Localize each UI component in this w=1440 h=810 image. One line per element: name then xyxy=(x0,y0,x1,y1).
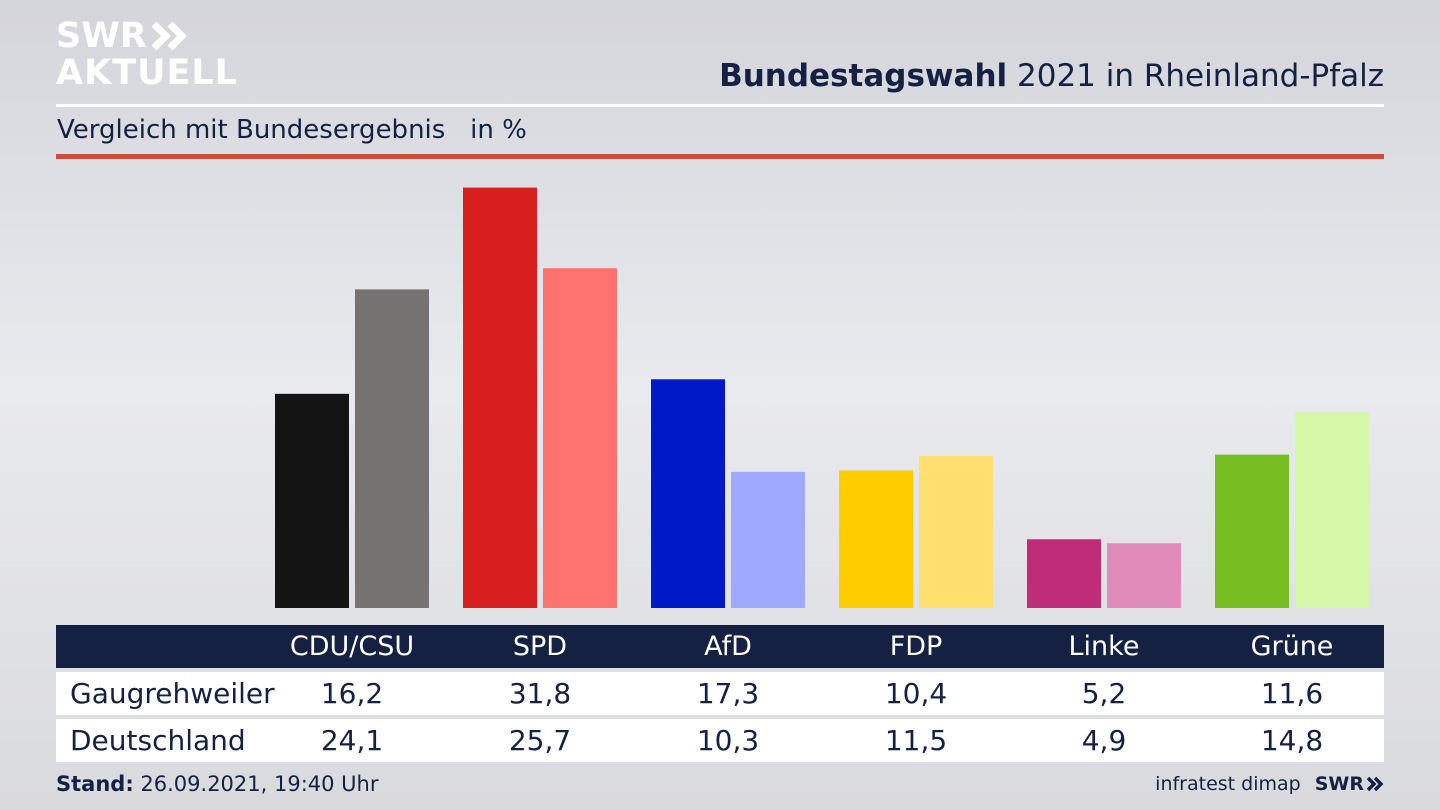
value-gaugrehweiler-afd: 17,3 xyxy=(696,677,760,710)
value-gaugrehweiler-spd: 31,8 xyxy=(508,677,572,710)
bar-gruene-deutschland xyxy=(1295,412,1369,608)
swr-brand: SWR xyxy=(1315,773,1384,795)
table-row-gaugrehweiler: Gaugrehweiler 16,2 31,8 17,3 10,4 5,2 11,6 xyxy=(56,672,1384,715)
value-deutschland-afd: 10,3 xyxy=(696,724,760,757)
title-divider xyxy=(56,104,1384,107)
bar-gruene-gaugrehweiler xyxy=(1215,454,1289,608)
double-chevron-small-icon xyxy=(1366,776,1384,792)
value-gaugrehweiler-fdp: 10,4 xyxy=(884,677,948,710)
timestamp-value: 26.09.2021, 19:40 Uhr xyxy=(133,772,379,796)
bar-spd-deutschland xyxy=(543,268,617,608)
bar-cdu-csu-deutschland xyxy=(355,289,429,608)
value-gaugrehweiler-linke: 5,2 xyxy=(1081,677,1127,710)
bar-linke-gaugrehweiler xyxy=(1027,539,1101,608)
subtitle-divider xyxy=(56,154,1384,159)
value-deutschland-spd: 25,7 xyxy=(508,724,572,757)
column-header-gruene: Grüne xyxy=(1250,631,1334,662)
value-deutschland-linke: 4,9 xyxy=(1081,724,1127,757)
bar-linke-deutschland xyxy=(1107,543,1181,608)
bar-afd-gaugrehweiler xyxy=(651,379,725,608)
column-header-linke: Linke xyxy=(1068,631,1140,662)
results-table: CDU/CSU SPD AfD FDP Linke Grüne Gaugrehweiler… xyxy=(56,625,1384,762)
source-credit: infratest dimap SWR xyxy=(1155,773,1384,795)
value-gaugrehweiler-gruene: 11,6 xyxy=(1260,677,1324,710)
column-header-afd: AfD xyxy=(704,631,752,662)
table-header-row: CDU/CSU SPD AfD FDP Linke Grüne xyxy=(56,625,1384,668)
bar-cdu-csu-gaugrehweiler xyxy=(275,393,349,608)
column-header-fdp: FDP xyxy=(889,631,943,662)
bar-fdp-deutschland xyxy=(919,455,993,608)
bar-afd-deutschland xyxy=(731,471,805,608)
row-label-gaugrehweiler: Gaugrehweiler xyxy=(70,677,275,710)
chart-subtitle: Vergleich mit Bundesergebnis in % xyxy=(57,115,527,145)
bar-chart xyxy=(275,187,1369,608)
chart-title-bold: Bundestagswahl xyxy=(719,58,1008,94)
logo-swr-text: SWR xyxy=(56,15,147,56)
source-text: infratest dimap xyxy=(1155,773,1301,795)
value-deutschland-gruene: 14,8 xyxy=(1260,724,1324,757)
chart-title: Bundestagswahl 2021 in Rheinland-Pfalz xyxy=(719,58,1384,94)
timestamp: Stand: 26.09.2021, 19:40 Uhr xyxy=(56,772,379,796)
value-gaugrehweiler-cdu-csu: 16,2 xyxy=(320,677,384,710)
swr-aktuell-logo: SWR AKTUELL xyxy=(56,18,238,91)
bar-fdp-gaugrehweiler xyxy=(839,470,913,608)
value-deutschland-cdu-csu: 24,1 xyxy=(320,724,384,757)
table-row-deutschland: Deutschland 24,1 25,7 10,3 11,5 4,9 14,8 xyxy=(56,719,1384,762)
chart-title-rest: 2021 in Rheinland-Pfalz xyxy=(1007,58,1384,94)
double-chevron-icon xyxy=(151,21,187,51)
logo-aktuell-text: AKTUELL xyxy=(56,53,239,93)
column-header-cdu-csu: CDU/CSU xyxy=(289,631,415,662)
bar-spd-gaugrehweiler xyxy=(463,187,537,608)
timestamp-label: Stand: xyxy=(56,772,134,796)
swr-brand-text: SWR xyxy=(1314,773,1364,795)
column-header-spd: SPD xyxy=(512,631,568,662)
value-deutschland-fdp: 11,5 xyxy=(884,724,948,757)
row-label-deutschland: Deutschland xyxy=(70,724,246,757)
